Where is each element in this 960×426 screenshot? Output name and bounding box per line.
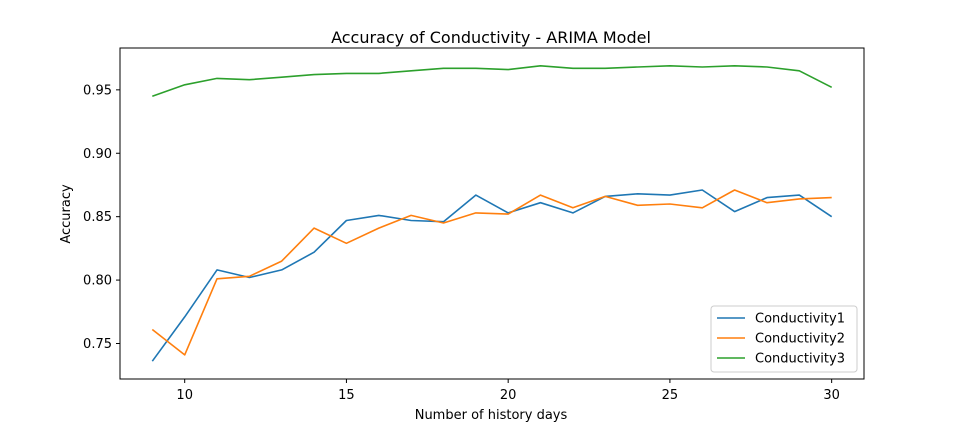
y-tick-label: 0.90	[83, 147, 112, 162]
series-layer	[151, 65, 833, 362]
legend-label: Conductivity1	[755, 312, 845, 327]
x-tick-label: 15	[338, 388, 355, 403]
x-axis: 10 15 20 25 30	[176, 379, 840, 403]
y-tick-label: 0.80	[83, 274, 112, 289]
y-tick-label: 0.75	[83, 337, 112, 352]
y-tick-label: 0.85	[83, 210, 112, 225]
series-line-conductivity3	[152, 65, 833, 97]
legend-label: Conductivity3	[755, 352, 845, 367]
x-axis-title: Number of history days	[415, 408, 568, 423]
y-axis: 0.75 0.80 0.85 0.90 0.95	[83, 83, 120, 352]
legend-label: Conductivity2	[755, 332, 845, 347]
legend-box	[710, 305, 858, 373]
plot-frame	[119, 47, 865, 380]
y-axis-title: Accuracy	[59, 184, 74, 244]
series-line-conductivity2	[151, 189, 832, 356]
x-tick-label: 20	[500, 388, 517, 403]
series-line-conductivity1	[151, 189, 833, 362]
y-tick-label: 0.95	[83, 83, 112, 98]
legend: Conductivity1 Conductivity2 Conductivity3	[710, 305, 858, 373]
chart-title: Accuracy of Conductivity - ARIMA Model	[331, 28, 651, 47]
x-tick-label: 30	[823, 388, 840, 403]
x-tick-label: 10	[176, 388, 193, 403]
x-tick-label: 25	[662, 388, 679, 403]
